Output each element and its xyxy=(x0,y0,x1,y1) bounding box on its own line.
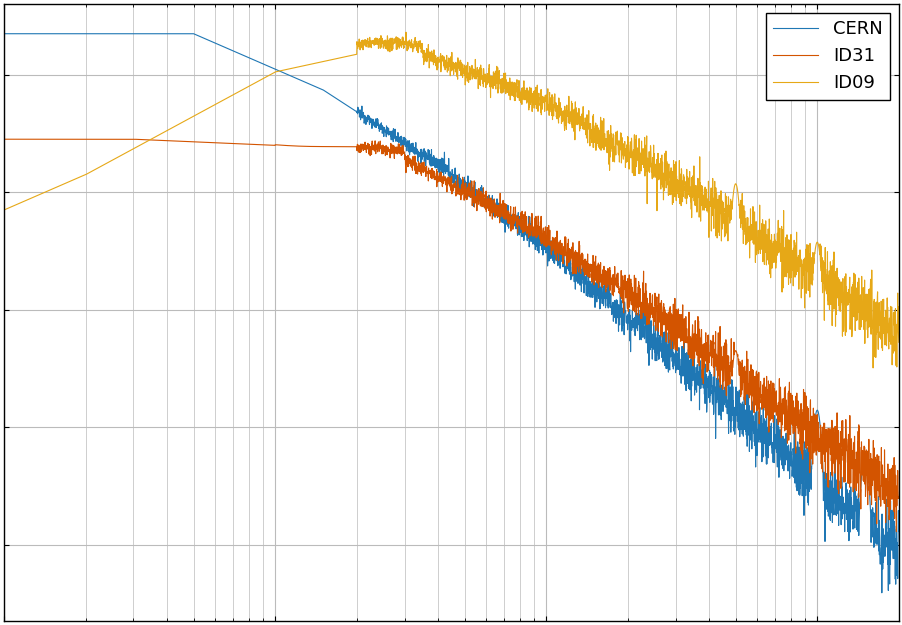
ID09 xyxy=(382,36,392,44)
ID09 xyxy=(424,54,435,62)
Legend: CERN, ID31, ID09: CERN, ID31, ID09 xyxy=(765,13,888,100)
ID31 xyxy=(890,528,901,536)
ID31 xyxy=(648,306,658,314)
ID09 xyxy=(0,206,10,214)
Line: ID09: ID09 xyxy=(5,32,897,368)
ID09 xyxy=(865,308,876,316)
ID31 xyxy=(374,140,385,148)
CERN xyxy=(374,126,385,134)
ID31 xyxy=(423,169,434,177)
CERN xyxy=(0,30,10,38)
CERN xyxy=(865,529,876,537)
Line: CERN: CERN xyxy=(5,34,897,592)
CERN xyxy=(382,126,392,134)
CERN xyxy=(876,589,887,596)
ID09 xyxy=(400,29,411,36)
ID09 xyxy=(867,364,878,372)
ID31 xyxy=(0,136,10,143)
CERN xyxy=(821,484,832,491)
ID09 xyxy=(821,290,832,298)
ID31 xyxy=(892,494,902,502)
ID31 xyxy=(865,462,876,470)
CERN xyxy=(648,341,658,348)
ID31 xyxy=(821,427,832,434)
CERN xyxy=(892,528,902,535)
CERN xyxy=(423,156,434,163)
ID09 xyxy=(374,38,385,46)
ID31 xyxy=(382,149,392,157)
ID09 xyxy=(649,150,659,158)
ID09 xyxy=(892,339,902,346)
Line: ID31: ID31 xyxy=(5,139,897,532)
